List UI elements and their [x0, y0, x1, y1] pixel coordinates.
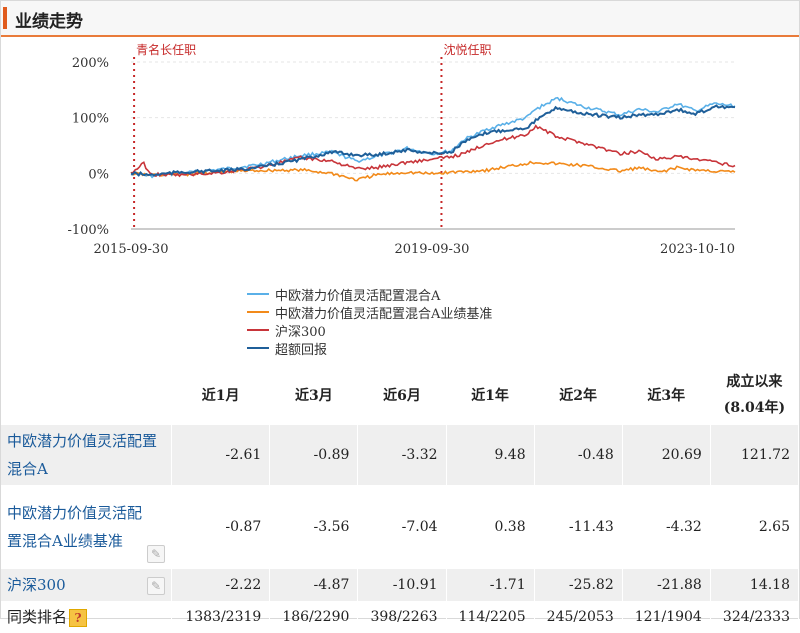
row-name-cell: 中欧潜力价值灵活配置混合A业绩基准 ✎: [1, 485, 172, 569]
table-header: 近2年: [534, 365, 623, 425]
table-cell: -1.71: [446, 569, 535, 601]
legend-swatch: [247, 347, 269, 349]
table-row: 中欧潜力价值灵活配置混合A -2.61 -0.89 -3.32 9.48 -0.…: [1, 425, 800, 485]
legend-label: 中欧潜力价值灵活配置混合A: [275, 288, 441, 304]
table-cell: -3.56: [269, 485, 359, 569]
table-cell: -3.32: [357, 425, 447, 485]
manager-change-label: 青名长任职: [136, 42, 196, 57]
edit-icon[interactable]: ✎: [147, 545, 165, 563]
rank-cell: 186/2290: [269, 601, 359, 633]
edit-icon[interactable]: ✎: [147, 577, 165, 595]
legend-label: 中欧潜力价值灵活配置混合A业绩基准: [275, 306, 493, 322]
series-line: [130, 104, 736, 177]
header-line-1: 成立以来: [726, 374, 783, 390]
x-tick-label: 2023-10-10: [660, 242, 735, 257]
rank-cell: 245/2053: [534, 601, 623, 633]
table-header: 近3年: [622, 365, 711, 425]
rank-cell: 324/2333: [710, 601, 800, 633]
legend-swatch: [247, 329, 269, 331]
header-accent-bar: [3, 7, 7, 29]
performance-chart: 200% 100% 0% -100% 2015-09-30 2019-09-30 2023-…: [67, 42, 736, 257]
y-tick-label: 100%: [72, 112, 109, 127]
legend-label: 超额回报: [275, 342, 328, 358]
table-cell: -0.89: [269, 425, 359, 485]
row-name-link[interactable]: 中欧潜力价值灵活配置混合A业绩基准: [7, 504, 143, 550]
table-header: 近6月: [357, 365, 447, 425]
legend-item[interactable]: 超额回报: [247, 339, 492, 358]
row-name-link[interactable]: 沪深300: [7, 576, 66, 594]
help-icon[interactable]: ?: [69, 609, 88, 627]
table-cell: -4.87: [269, 569, 359, 601]
legend-swatch: [247, 293, 269, 295]
table-cell: -21.88: [622, 569, 711, 601]
table-header: 近3月: [269, 365, 359, 425]
table-cell: -4.32: [622, 485, 711, 569]
table-header: 近1月: [171, 365, 271, 425]
panel-header: 业绩走势: [1, 1, 799, 37]
table-header-row: 近1月 近3月 近6月 近1年 近2年 近3年 成立以来 (8.04年): [1, 365, 800, 425]
table-header-since-inception: 成立以来 (8.04年): [710, 365, 800, 425]
rank-label-cell: 同类排名?: [1, 601, 172, 633]
rank-cell: 114/2205: [446, 601, 535, 633]
legend-item[interactable]: 中欧潜力价值灵活配置混合A业绩基准: [247, 303, 493, 322]
rank-label: 同类排名: [7, 608, 68, 626]
table-row: 沪深300 ✎ -2.22 -4.87 -10.91 -1.71 -25.82 …: [1, 569, 800, 601]
x-tick-label: 2019-09-30: [394, 242, 469, 257]
table-cell: -0.87: [171, 485, 271, 569]
legend-item[interactable]: 中欧潜力价值灵活配置混合A: [247, 285, 492, 304]
manager-change-label: 沈悦任职: [443, 42, 491, 57]
row-name-cell: 沪深300 ✎: [1, 569, 172, 601]
row-name-link[interactable]: 中欧潜力价值灵活配置混合A: [1, 425, 172, 485]
returns-table: 近1月 近3月 近6月 近1年 近2年 近3年 成立以来 (8.04年) 中欧潜…: [1, 365, 800, 633]
table-cell: 2.65: [710, 485, 800, 569]
legend-swatch: [247, 311, 269, 313]
panel-title: 业绩走势: [15, 12, 83, 32]
y-tick-label: 200%: [72, 56, 109, 71]
rank-row: 同类排名? 1383/2319 186/2290 398/2263 114/22…: [1, 601, 800, 633]
table-cell: -25.82: [534, 569, 623, 601]
header-blank: [1, 365, 172, 425]
y-tick-label: -100%: [67, 223, 109, 238]
chart-legend: 中欧潜力价值灵活配置混合A 中欧潜力价值灵活配置混合A业绩基准 沪深300 超额…: [247, 285, 493, 358]
table-cell: 14.18: [710, 569, 800, 601]
table-cell: 20.69: [622, 425, 711, 485]
table-cell: 121.72: [710, 425, 800, 485]
table-row: 中欧潜力价值灵活配置混合A业绩基准 ✎ -0.87 -3.56 -7.04 0.…: [1, 485, 800, 569]
table-cell: -11.43: [534, 485, 623, 569]
table-cell: -7.04: [357, 485, 447, 569]
series-line: [130, 96, 736, 179]
series-line: [130, 124, 736, 178]
table-cell: -10.91: [357, 569, 447, 601]
table-cell: -0.48: [534, 425, 623, 485]
table-header: 近1年: [446, 365, 535, 425]
table-cell: 9.48: [446, 425, 535, 485]
rank-cell: 121/1904: [622, 601, 711, 633]
table-cell: 0.38: [446, 485, 535, 569]
table-cell: -2.61: [171, 425, 271, 485]
header-line-2: (8.04年): [723, 400, 786, 416]
rank-cell: 1383/2319: [171, 601, 271, 633]
legend-label: 沪深300: [275, 324, 326, 340]
y-tick-label: 0%: [88, 167, 109, 182]
rank-cell: 398/2263: [357, 601, 447, 633]
legend-item[interactable]: 沪深300: [247, 321, 492, 340]
table-cell: -2.22: [171, 569, 271, 601]
x-tick-label: 2015-09-30: [94, 242, 169, 257]
